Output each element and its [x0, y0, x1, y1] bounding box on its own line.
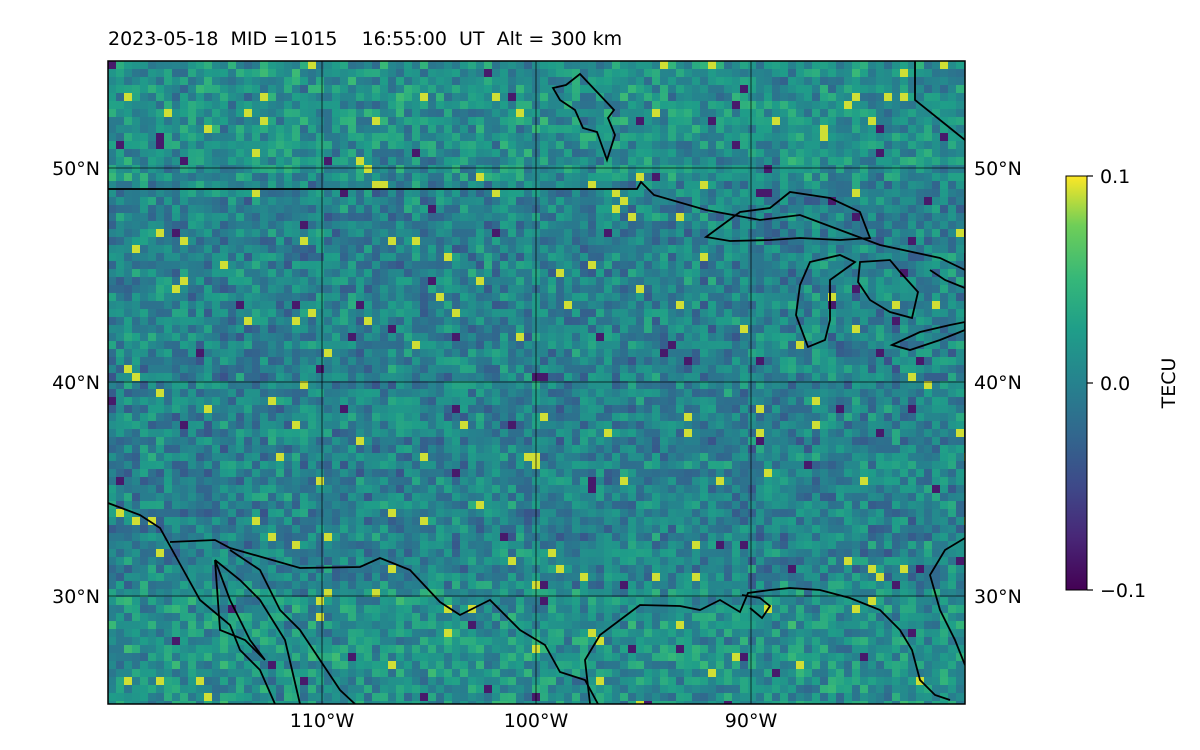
plot-frame: [107, 60, 966, 705]
lat-label-left: 30°N: [52, 586, 100, 608]
lat-label-right: 40°N: [974, 372, 1022, 394]
lat-label-right: 50°N: [974, 158, 1022, 180]
us-canada-border: [108, 180, 965, 271]
map-title: 2023-05-18 MID =1015 16:55:00 UT Alt = 3…: [108, 28, 623, 50]
coastlines: [108, 61, 965, 704]
baja-peninsula: [214, 559, 301, 704]
lake-superior: [703, 191, 872, 242]
lon-label: 90°W: [725, 710, 778, 732]
gulf-california: [229, 549, 356, 704]
lon-label: 100°W: [504, 710, 569, 732]
baja-coast: [108, 502, 276, 704]
tec-raster: [108, 61, 965, 704]
florida-coast: [929, 537, 965, 666]
lake-michigan: [795, 254, 857, 349]
colorbar-tick-label: 0.1: [1100, 166, 1130, 188]
colorbar-gradient: [1065, 175, 1088, 591]
hudson-bay-island: [551, 72, 616, 163]
hudson-coast: [914, 61, 965, 141]
gridlines: [108, 61, 965, 704]
lake-erie-ontario: [889, 321, 965, 351]
lat-label-left: 40°N: [52, 372, 100, 394]
lake-huron: [857, 259, 919, 320]
colorbar-tick-label: 0.0: [1100, 373, 1130, 395]
colorbar-tick-label: −0.1: [1100, 580, 1146, 602]
mexico-border: [169, 539, 599, 704]
lake-east-arm: [929, 269, 965, 289]
lat-label-right: 30°N: [974, 586, 1022, 608]
gulf-coast: [584, 587, 951, 704]
colorbar-label: TECU: [1158, 358, 1180, 410]
lat-label-left: 50°N: [52, 158, 100, 180]
colorbar: 0.1 0.0 −0.1 TECU: [1065, 166, 1180, 602]
mississippi-delta: [741, 594, 772, 620]
lon-label: 110°W: [290, 710, 355, 732]
